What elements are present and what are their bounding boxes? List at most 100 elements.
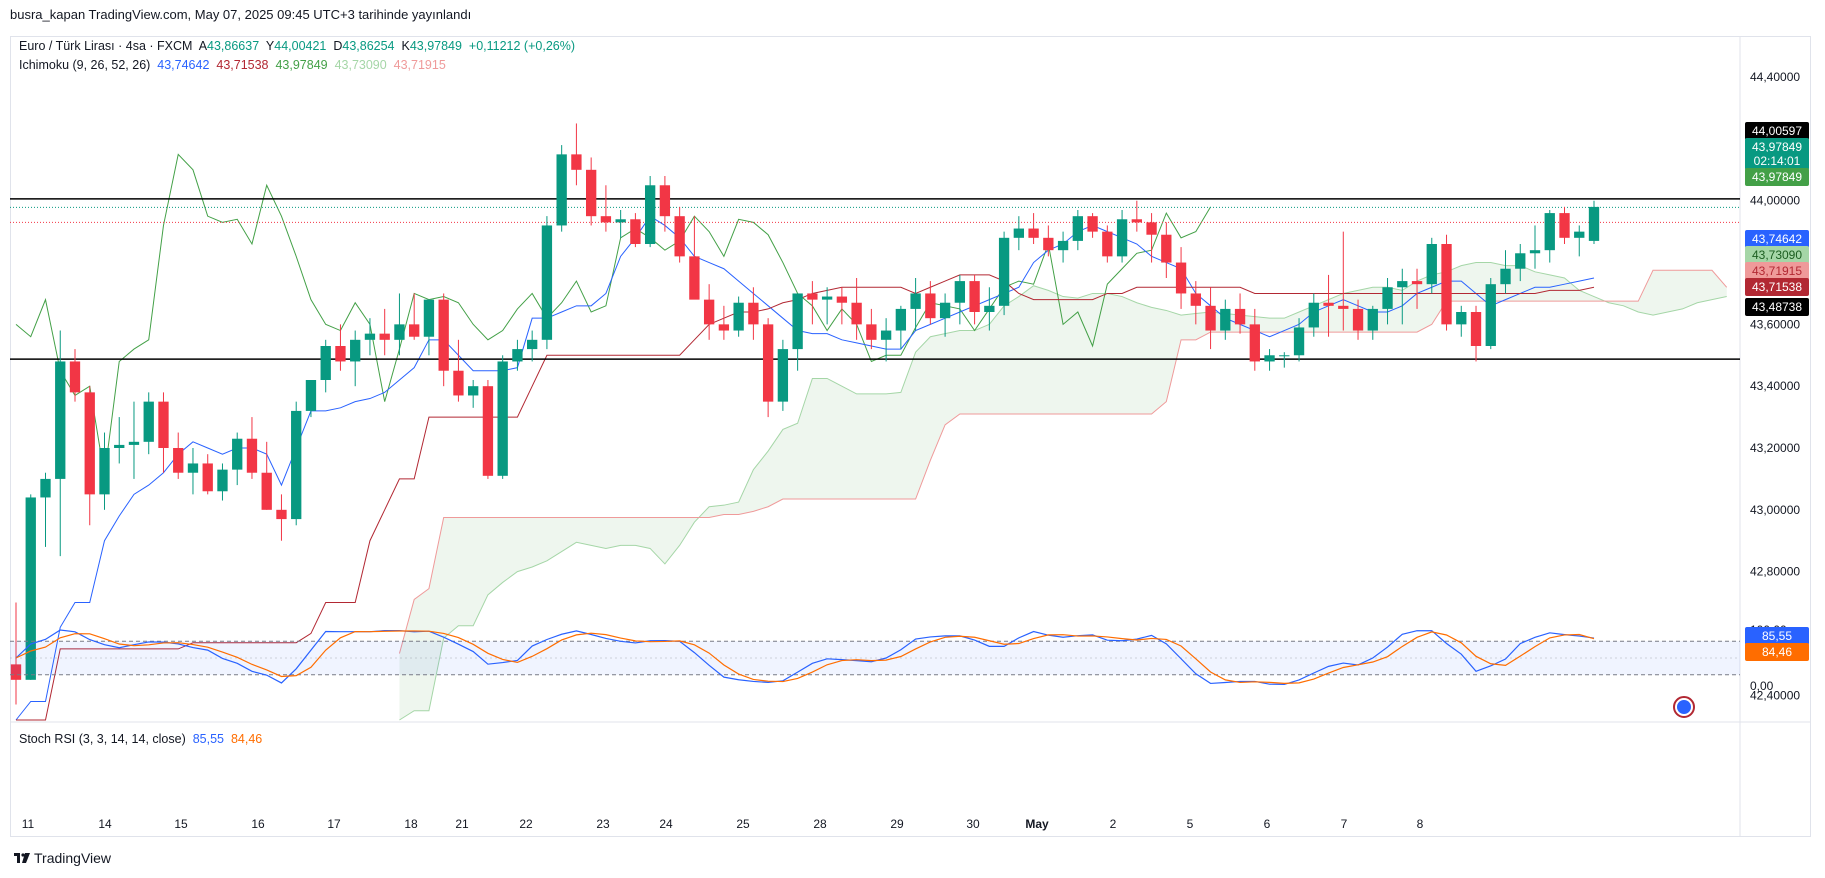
kumo-cloud [399,262,1727,720]
time-tick: May [1025,817,1049,831]
candle-body [556,154,567,226]
price-axis-label[interactable]: 85,55 [1745,627,1809,645]
candle-body [364,333,376,340]
candle-body [659,185,671,217]
candle-body [615,219,626,223]
price-axis-label[interactable]: 43,73090 [1745,246,1809,264]
ichimoku-value-2: 43,97849 [275,58,335,72]
stoch-value-1: 84,46 [230,732,270,746]
candle-body [748,302,759,325]
candle-body [585,169,597,217]
time-tick: 6 [1264,817,1271,831]
price-axis-label[interactable]: 84,46 [1745,643,1809,661]
low-label: D [333,39,343,53]
stoch-value-0: 85,55 [192,732,231,746]
candle-body [1279,355,1290,357]
candle-body [1529,250,1541,254]
candle-body [1323,302,1334,306]
candle-body [895,308,907,331]
candle-body [114,444,125,448]
symbol-name[interactable]: Euro / Türk Lirası · 4sa · FXCM [19,39,193,53]
candle-body [792,293,803,350]
stoch-d-line [15,630,1595,684]
price-tick: 43,20000 [1750,441,1800,455]
candle-body [497,361,508,476]
time-tick: 15 [174,817,188,831]
stoch-k-line [15,629,1595,685]
candle-body [1146,222,1157,235]
chart-frame [10,36,1811,837]
candle-body [468,386,479,396]
candle-body [25,497,36,680]
candle-body [10,664,22,680]
candle-body [394,324,405,340]
candle-body [409,324,420,337]
price-tick: 42,40000 [1750,688,1800,702]
footer-brand: TradingView [34,850,112,866]
candle-body [202,463,213,492]
price-tick: 43,00000 [1750,503,1800,517]
time-tick: 23 [596,817,610,831]
price-axis-label[interactable]: 43,97849 [1745,138,1809,156]
candle-body [1515,253,1526,269]
candle-body [880,330,892,340]
candle-body [630,219,641,244]
time-tick: 8 [1417,817,1424,831]
stoch-tick: 0,00 [1750,679,1774,693]
candle-body [69,361,81,393]
candle-body [984,305,995,312]
candle-body [571,154,582,170]
time-tick: 21 [455,817,469,831]
open-value: 43,86637 [207,39,260,53]
candle-body [1190,293,1201,306]
candle-body [128,441,140,445]
candle-body [674,216,685,257]
candle-body [187,463,199,473]
candle-body [1043,237,1054,251]
low-value: 43,86254 [342,39,395,53]
price-axis-label[interactable]: 44,00597 [1745,122,1809,140]
time-tick: 25 [736,817,750,831]
price-axis-label[interactable]: 02:14:01 [1745,152,1809,170]
candle-body [232,438,243,470]
candle-body [261,472,272,510]
candle-body [1426,244,1437,285]
time-tick: 16 [251,817,265,831]
candle-body [1338,305,1349,309]
time-tick: 28 [813,817,827,831]
price-axis-label[interactable]: 43,74642 [1745,230,1809,248]
candle-body [954,281,966,303]
price-axis-label[interactable]: 43,71538 [1745,278,1809,296]
time-tick: 11 [22,817,35,831]
stoch-name[interactable]: Stoch RSI (3, 3, 14, 14, close) [19,732,186,746]
candle-body [1057,240,1069,251]
time-tick: 14 [98,817,112,831]
ichimoku-value-3: 43,73090 [334,58,394,72]
candle-body [733,302,744,331]
candle-body [762,324,774,402]
time-tick: 2 [1110,817,1117,831]
price-axis-label[interactable]: 43,97849 [1745,168,1809,186]
candle-body [291,410,302,520]
candle-body [1161,234,1172,263]
candle-body [1411,281,1423,285]
price-tick: 43,40000 [1750,379,1800,393]
ichimoku-name[interactable]: Ichimoku (9, 26, 52, 26) [19,58,151,72]
ichimoku-value-1: 43,71538 [216,58,276,72]
candle-body [866,324,877,340]
candle-body [99,448,110,495]
candle-body [1013,228,1025,238]
chikou-span [15,153,1211,476]
globe-icon[interactable] [1673,696,1695,718]
price-axis-label[interactable]: 43,71915 [1745,262,1809,280]
candle-body [1234,308,1246,325]
candle-body [246,438,258,473]
price-axis-label[interactable]: 43,48738 [1745,298,1809,316]
candle-body [600,216,612,223]
candle-body [84,392,95,495]
published-caption: busra_kapan TradingView.com, May 07, 202… [10,7,472,22]
candle-body [527,339,538,350]
candle-body [718,324,730,331]
candle-body [1205,305,1216,331]
